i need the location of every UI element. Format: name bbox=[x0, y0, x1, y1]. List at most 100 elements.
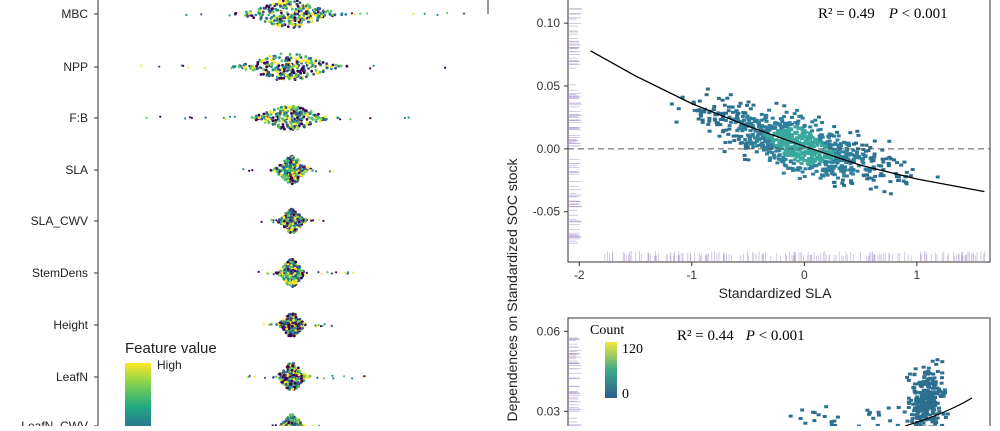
swarm-point bbox=[316, 325, 318, 327]
hexbin bbox=[805, 139, 809, 142]
swarm-point bbox=[290, 5, 293, 8]
hexbin bbox=[761, 144, 765, 147]
swarm-point bbox=[251, 169, 253, 171]
swarm-point bbox=[347, 271, 349, 273]
swarm-point bbox=[285, 7, 288, 10]
swarm-point bbox=[289, 211, 292, 214]
swarm-point bbox=[287, 416, 290, 419]
swarm-point bbox=[295, 58, 298, 61]
swarm-point bbox=[290, 217, 293, 220]
swarm-point bbox=[289, 272, 291, 274]
hexbin bbox=[747, 119, 751, 122]
swarm-point bbox=[301, 172, 304, 175]
hexbin bbox=[836, 416, 840, 419]
swarm-point bbox=[291, 71, 294, 74]
hexbin bbox=[700, 109, 704, 112]
swarm-point bbox=[320, 12, 323, 15]
hexbin bbox=[912, 387, 916, 390]
hexbin bbox=[777, 129, 781, 132]
swarm-point bbox=[243, 63, 246, 66]
x-tick-label: -1 bbox=[686, 268, 697, 282]
swarm-point bbox=[321, 273, 323, 275]
hexbin bbox=[934, 381, 938, 384]
swarm-point bbox=[408, 116, 410, 118]
hexbin bbox=[798, 177, 802, 180]
swarm-point bbox=[287, 214, 290, 217]
swarm-point bbox=[278, 15, 281, 18]
feature-labels: MBCNPPF:BSLASLA_CWVStemDensHeightLeafNLe… bbox=[21, 7, 98, 426]
hexbin bbox=[889, 157, 893, 160]
hexbin bbox=[812, 419, 816, 422]
hexbin bbox=[931, 360, 935, 363]
swarm-point bbox=[298, 169, 300, 171]
hexbin bbox=[936, 358, 940, 361]
legend-colorbar bbox=[125, 363, 151, 426]
swarm-point bbox=[200, 13, 202, 15]
hexbin bbox=[790, 116, 794, 119]
swarm-point bbox=[280, 77, 283, 80]
swarm-point bbox=[254, 376, 256, 378]
swarm-point bbox=[339, 118, 341, 120]
swarm-point bbox=[291, 177, 294, 180]
swarm-point bbox=[366, 12, 368, 14]
feature-swarm bbox=[272, 413, 321, 426]
hexbin bbox=[768, 156, 772, 159]
feature-label: SLA_CWV bbox=[31, 214, 88, 228]
swarm-point bbox=[412, 13, 414, 15]
swarm-point bbox=[309, 57, 312, 60]
feature-label: SLA bbox=[65, 163, 88, 177]
hexbin bbox=[912, 409, 916, 412]
swarm-point bbox=[269, 55, 272, 58]
swarm-point bbox=[260, 73, 263, 76]
swarm-point bbox=[254, 14, 257, 17]
hexbin bbox=[788, 151, 792, 154]
hexbin bbox=[727, 106, 731, 109]
hexbin bbox=[862, 174, 866, 177]
swarm-point bbox=[272, 68, 275, 71]
swarm-point bbox=[299, 107, 302, 110]
hexbin bbox=[887, 140, 891, 143]
swarm-point bbox=[235, 12, 238, 15]
swarm-point bbox=[309, 112, 312, 115]
hexbin bbox=[824, 405, 828, 408]
swarm-point bbox=[310, 70, 313, 73]
hexbin bbox=[852, 158, 856, 161]
y-tick-label: 0.05 bbox=[537, 79, 561, 93]
hexbin bbox=[724, 129, 728, 132]
swarm-point bbox=[268, 14, 270, 16]
swarm-point bbox=[264, 377, 266, 379]
swarm-point bbox=[329, 170, 331, 172]
swarm-point bbox=[306, 272, 308, 274]
swarm-point bbox=[273, 19, 276, 22]
swarm-point bbox=[278, 377, 281, 380]
swarm-point bbox=[295, 8, 298, 11]
swarm-point bbox=[300, 122, 303, 125]
swarm-point bbox=[291, 369, 294, 372]
hexbin bbox=[909, 399, 913, 402]
hexbin bbox=[873, 175, 877, 178]
swarm-point bbox=[279, 18, 282, 21]
hexbin bbox=[842, 141, 846, 144]
feature-swarm bbox=[140, 52, 446, 81]
swarm-point bbox=[299, 113, 302, 116]
swarm-point bbox=[241, 67, 243, 69]
feature-label: StemDens bbox=[32, 266, 88, 280]
swarm-point bbox=[291, 116, 294, 119]
swarm-point bbox=[248, 65, 250, 67]
swarm-point bbox=[359, 13, 361, 15]
swarm-point bbox=[306, 4, 309, 7]
hexbin bbox=[793, 112, 797, 115]
swarm-point bbox=[302, 114, 305, 117]
swarm-point bbox=[303, 71, 306, 74]
hexbin bbox=[849, 179, 853, 182]
hexbin bbox=[832, 181, 836, 184]
hexbin bbox=[931, 412, 935, 415]
hexbin bbox=[799, 417, 803, 420]
swarm-point bbox=[297, 331, 300, 334]
swarm-point bbox=[263, 113, 266, 116]
swarm-point bbox=[262, 73, 265, 76]
swarm-point bbox=[300, 377, 303, 380]
hexbin bbox=[782, 104, 786, 107]
hexbin bbox=[803, 422, 807, 425]
